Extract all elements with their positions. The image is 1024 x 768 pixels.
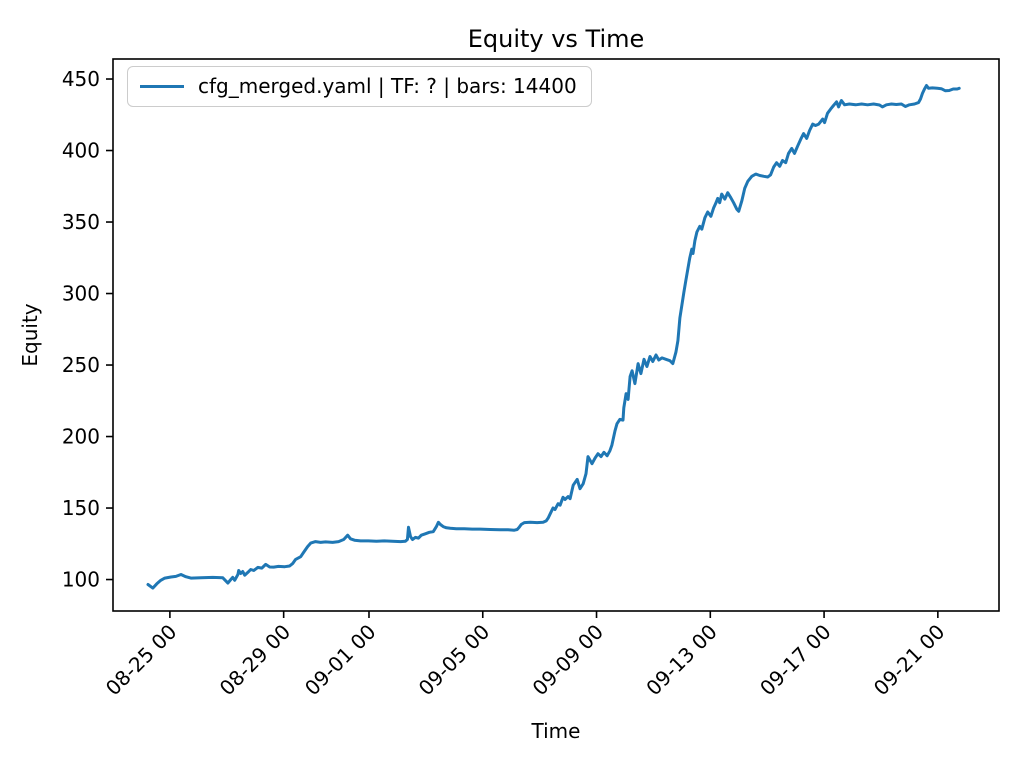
legend: cfg_merged.yaml | TF: ? | bars: 14400: [127, 66, 592, 107]
equity-line: [146, 84, 961, 590]
y-axis-label: Equity: [18, 303, 42, 367]
x-tick-label: 08-25 00: [101, 620, 182, 701]
legend-label: cfg_merged.yaml | TF: ? | bars: 14400: [198, 74, 577, 98]
chart-title: Equity vs Time: [467, 25, 645, 53]
x-axis-ticks: 08-25 00 08-29 00 09-01 00 09-05 00 09-09 00…: [101, 611, 950, 701]
y-axis-ticks: 100 150 200 250 300 350 400 450: [62, 67, 113, 592]
x-tick-label: 08-29 00: [215, 620, 296, 701]
y-tick-label: 400: [62, 139, 100, 163]
x-tick-label: 09-09 00: [528, 620, 609, 701]
y-tick-label: 100: [62, 568, 100, 592]
x-tick-label: 09-17 00: [755, 620, 836, 701]
x-tick-label: 09-01 00: [300, 620, 381, 701]
x-tick-label: 09-21 00: [869, 620, 950, 701]
x-tick-label: 09-05 00: [414, 620, 495, 701]
y-tick-label: 150: [62, 496, 100, 520]
x-axis-label: Time: [531, 719, 581, 743]
axes-frame: [112, 58, 1000, 612]
y-tick-label: 350: [62, 210, 100, 234]
y-tick-label: 450: [62, 67, 100, 91]
x-tick-label: 09-13 00: [641, 620, 722, 701]
legend-line-sample: [140, 84, 184, 88]
y-tick-label: 250: [62, 353, 100, 377]
equity-line-series: [146, 84, 961, 590]
y-tick-label: 300: [62, 282, 100, 306]
y-tick-label: 200: [62, 425, 100, 449]
